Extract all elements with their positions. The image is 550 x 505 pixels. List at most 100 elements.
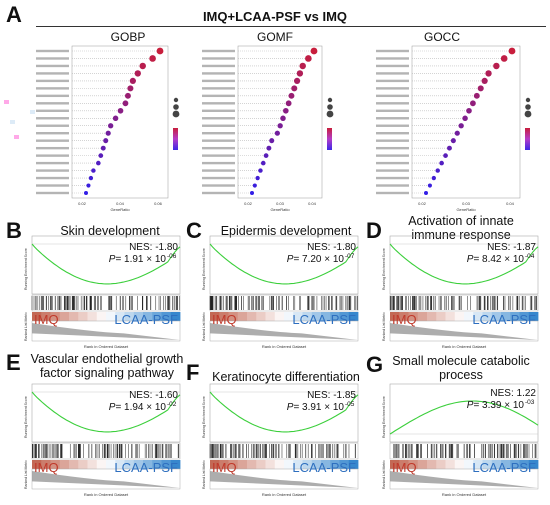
- dotplot-term-label: [202, 146, 235, 150]
- dotplot-x-tick: 0.04: [308, 201, 317, 206]
- gsea-rank-color-cell: [321, 312, 331, 321]
- gsea-rank-color-cell: [330, 312, 340, 321]
- gsea-p-prefix: P=: [287, 254, 302, 265]
- dotplot-point: [250, 191, 254, 195]
- panel-letter-f: F: [186, 360, 200, 385]
- gsea-hits-frame: [209, 442, 359, 460]
- dotplot-point: [470, 100, 476, 107]
- dotplot-point: [450, 138, 456, 144]
- gsea-p-value: P= 7.20 × 10: [287, 254, 345, 265]
- gsea-xlabel: Rank in Ordered Dataset: [262, 344, 307, 349]
- gsea-rank-color-cell: [302, 460, 313, 469]
- gsea-rank-color-cell: [96, 312, 107, 321]
- gsea-ylabel-es: Running Enrichment Score: [382, 248, 386, 290]
- dotplot-point: [439, 160, 444, 166]
- dotplot-term-label: [376, 161, 409, 165]
- dotplot-point: [283, 107, 289, 114]
- dotplot-point: [431, 175, 436, 181]
- gsea-hits-frame: [31, 294, 181, 312]
- dotplot-term-label: [376, 109, 409, 112]
- dotplot-term-label: [202, 87, 235, 90]
- gsea-xlabel: Rank in Ordered Dataset: [262, 492, 307, 497]
- dotplot-term-label: [36, 87, 69, 90]
- gsea-title-e: Vascular endothelial growth factor signa…: [30, 352, 184, 380]
- dotplot-term-label: [376, 102, 409, 105]
- gsea-group-imq: IMQ: [212, 460, 237, 475]
- gsea-rank-color-cell: [228, 460, 239, 469]
- dotplot-term-label: [202, 154, 235, 157]
- dotplot-point: [100, 145, 106, 151]
- dotplot-term-label: [36, 79, 69, 83]
- gsea-ranked-metric: [390, 471, 538, 488]
- dotplot-artifact: [14, 135, 19, 139]
- gsea-nes-label: NES: -1.80: [307, 242, 356, 253]
- gsea-rank-color-cell: [237, 460, 248, 469]
- panel-letter-c: C: [186, 218, 202, 243]
- panel-letter-g: G: [366, 352, 384, 377]
- dotplot-point: [91, 168, 96, 173]
- gsea-p-prefix: P=: [109, 254, 124, 265]
- dotplot-term-label: [376, 176, 409, 180]
- gsea-rank-color-cell: [399, 460, 409, 469]
- gsea-rank-color-cell: [237, 312, 248, 321]
- gsea-rank-color-cell: [41, 312, 51, 321]
- dotplot-point: [134, 70, 141, 77]
- dotplot-point: [481, 77, 488, 84]
- dotplot-point: [88, 175, 94, 181]
- gsea-rank-color-cell: [210, 460, 220, 469]
- dotplot-term-label: [36, 154, 69, 157]
- dotplot-term-label: [36, 139, 69, 142]
- gsea-group-imq: IMQ: [34, 312, 59, 327]
- gsea-ylabel-metric: Ranked List Metric: [24, 460, 28, 489]
- gsea-rank-color-cell: [473, 312, 483, 321]
- gsea-p-prefix: P=: [467, 400, 482, 411]
- dotplot-point: [280, 115, 286, 122]
- dotplot-x-tick: 0.03: [276, 201, 285, 206]
- gsea-xlabel: Rank in Ordered Dataset: [84, 492, 129, 497]
- gsea-rank-color-cell: [115, 460, 125, 469]
- gsea-p-exponent: -05: [345, 401, 355, 408]
- dotplot-legend-size: [172, 110, 180, 118]
- dotplot-point: [277, 123, 283, 129]
- gsea-rank-color-cell: [473, 460, 483, 469]
- gsea-p-exponent: -06: [167, 253, 177, 260]
- dotplot-x-label: GeneRatio: [110, 207, 130, 212]
- gsea-rank-color-cell: [219, 460, 229, 469]
- dotplot-term-label: [36, 176, 69, 180]
- dotplot-term-label: [36, 184, 69, 187]
- dotplot-point: [98, 153, 104, 158]
- gsea-enrichment-curve: [31, 391, 181, 433]
- gsea-rank-color-cell: [161, 312, 172, 321]
- dotplot-x-tick: 0.02: [418, 201, 427, 206]
- gsea-rank-color-cell: [321, 460, 331, 469]
- gsea-curve-frame: [389, 383, 539, 443]
- dotplot-x-tick: 0.03: [462, 201, 471, 206]
- gsea-rank-color-cell: [50, 460, 61, 469]
- gsea-p-mantissa: 3.91 × 10: [302, 402, 344, 413]
- gsea-ranked-metric: [390, 323, 538, 340]
- gsea-enrichment-curve: [209, 391, 359, 433]
- gsea-xlabel: Rank in Ordered Dataset: [84, 344, 129, 349]
- gsea-enrichment-curve: [31, 243, 181, 285]
- gsea-p-mantissa: 1.94 × 10: [124, 402, 166, 413]
- panel-letter-e: E: [6, 350, 21, 375]
- gsea-rank-color-cell: [161, 460, 172, 469]
- gsea-rank-color-cell: [311, 312, 322, 321]
- dotplot-point: [149, 55, 156, 62]
- gsea-rank-color-cell: [133, 460, 144, 469]
- dotplot-term-label: [202, 94, 235, 98]
- gsea-p-mantissa: 3.39 × 10: [482, 400, 524, 411]
- dotplot-term-label: [376, 184, 409, 187]
- dotplot-term-label: [36, 124, 69, 127]
- dotplot-term-label: [202, 117, 235, 120]
- dotplot-term-label: [376, 94, 409, 98]
- dotplot-legend-size: [327, 104, 333, 110]
- dotplot-legend-colorbar: [327, 128, 332, 150]
- gsea-rank-color-cell: [464, 312, 474, 321]
- gsea-rank-color-cell: [106, 460, 116, 469]
- gsea-ylabel-metric: Ranked List Metric: [202, 460, 206, 489]
- gsea-p-value: P= 1.91 × 10: [109, 254, 167, 265]
- gsea-ranked-metric: [210, 471, 358, 488]
